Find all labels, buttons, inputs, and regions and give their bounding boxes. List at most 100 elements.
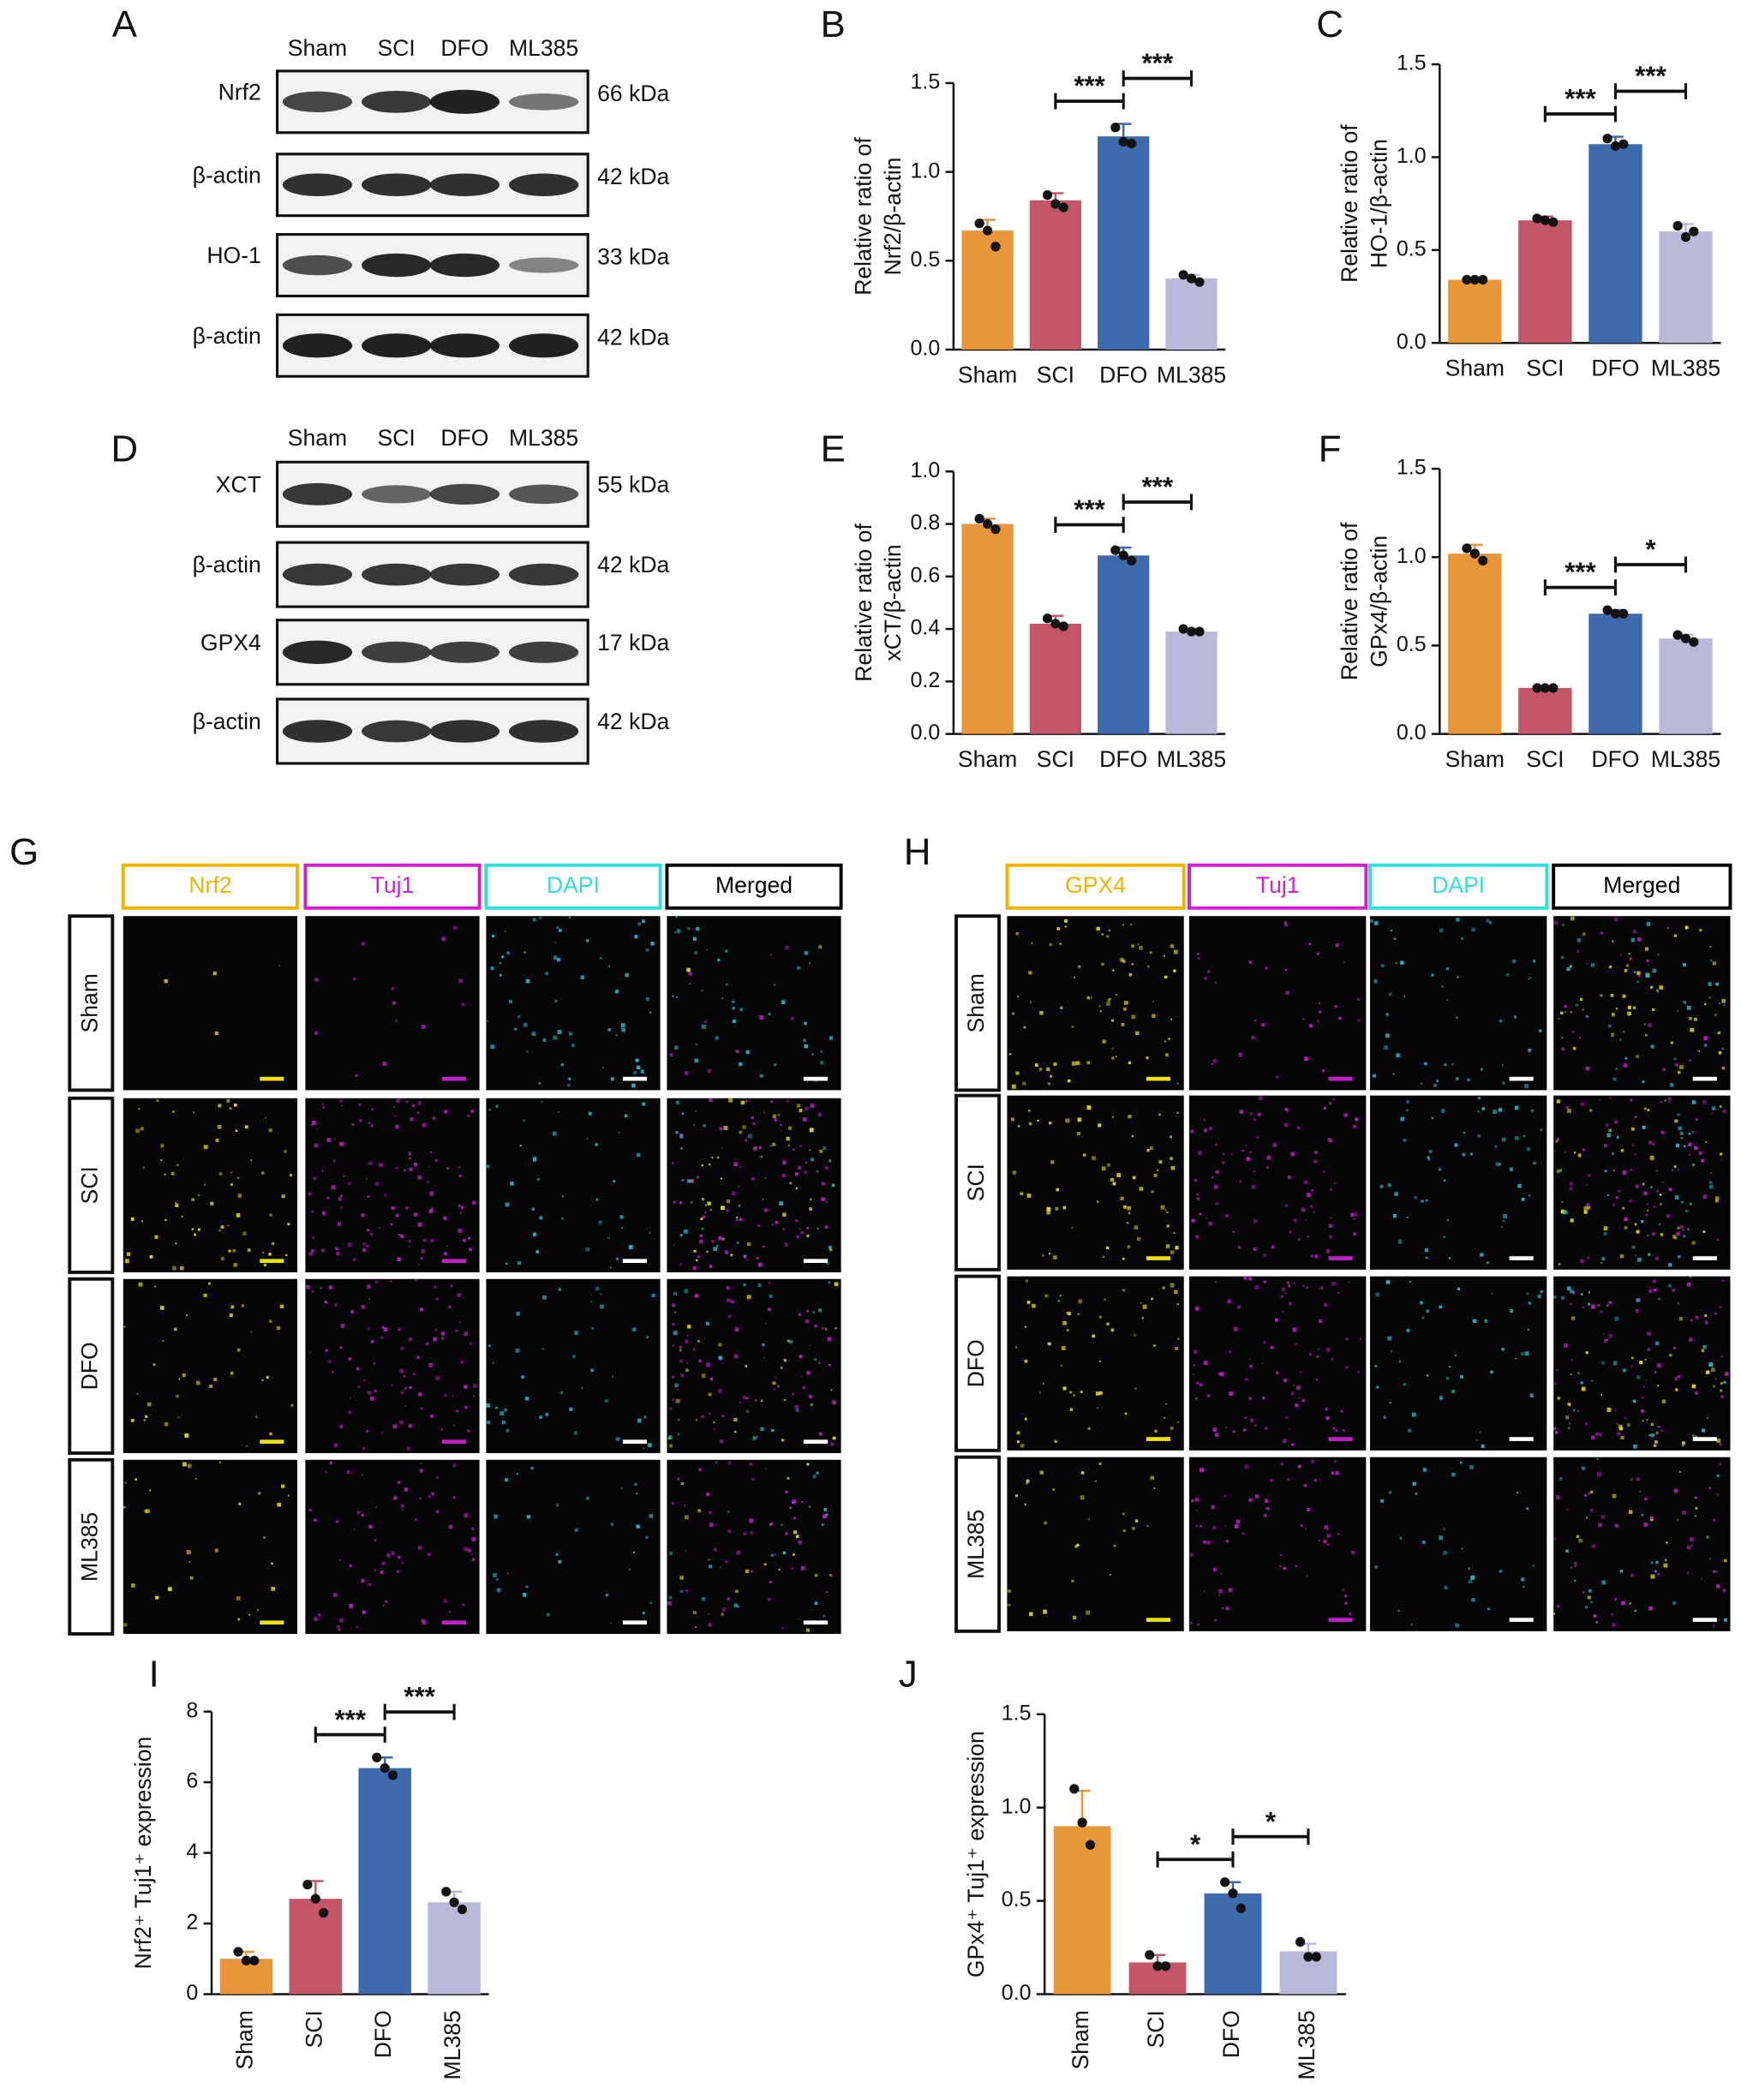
fluorescence-signal [408,1245,410,1247]
fluorescence-signal [218,1172,223,1176]
fluorescence-signal [339,1424,344,1429]
fluorescence-signal [1623,1063,1628,1068]
fluorescence-signal [1354,1212,1358,1217]
fluorescence-signal [793,1517,796,1520]
fluorescence-signal [692,1611,697,1615]
fluorescence-signal [782,1551,787,1555]
fluorescence-signal [1112,1048,1114,1050]
fluorescence-signal [739,1218,743,1222]
fluorescence-signal [1697,1050,1701,1053]
data-point [1220,1877,1230,1888]
fluorescence-signal [1052,1488,1055,1491]
fluorescence-signal [1212,1427,1218,1433]
fluorescence-signal [1553,1427,1557,1430]
fluorescence-signal [772,1114,776,1119]
fluorescence-signal [178,1378,181,1380]
fluorescence-signal [495,1578,499,1581]
fluorescence-signal [1337,1291,1340,1294]
fluorescence-signal [458,1166,461,1169]
fluorescence-signal [667,1600,672,1606]
scale-bar [803,1076,828,1081]
row-label: DFO [76,1342,102,1390]
fluorescence-signal [1409,1280,1412,1283]
fluorescence-signal [1633,1444,1637,1449]
fluorescence-signal [1662,1068,1666,1072]
data-point [1126,555,1137,566]
fluorescence-signal [1310,1253,1314,1258]
fluorescence-signal [786,1136,790,1141]
fluorescence-signal [715,1036,719,1040]
fluorescence-signal [804,951,809,955]
fluorescence-signal [704,1204,707,1206]
fluorescence-signal [1657,990,1660,993]
fluorescence-signal [1501,1348,1505,1351]
fluorescence-signal [1634,1153,1636,1156]
fluorescence-signal [1583,1210,1588,1214]
fluorescence-signal [1596,1471,1601,1476]
fluorescence-signal [1509,1167,1513,1171]
fluorescence-signal [417,1263,420,1265]
fluorescence-signal [355,1074,358,1077]
fluorescence-signal [725,1560,727,1564]
fluorescence-signal [808,962,811,965]
fluorescence-signal [400,1504,404,1508]
fluorescence-signal [1253,1170,1256,1173]
fluorescence-signal [336,1520,339,1523]
fluorescence-signal [518,1015,521,1019]
fluorescence-signal [378,1163,383,1168]
fluorescence-signal [1158,1160,1163,1164]
fluorescence-signal [1563,1343,1568,1348]
fluorescence-signal [423,1238,427,1242]
fluorescence-signal [709,1098,713,1103]
data-point [1672,221,1683,231]
fluorescence-signal [1254,1019,1257,1022]
fluorescence-signal [1128,972,1133,977]
fluorescence-signal [671,1501,674,1505]
data-point [302,1880,313,1890]
fluorescence-signal [800,1230,805,1235]
fluorescence-signal [431,1492,434,1496]
fluorescence-signal [1557,1604,1560,1608]
fluorescence-signal [1649,1155,1654,1160]
fluorescence-signal [1098,1360,1102,1363]
fluorescence-signal [186,1314,188,1317]
fluorescence-signal [1644,1497,1648,1501]
fluorescence-signal [1292,1327,1297,1332]
fluorescence-signal [1622,994,1626,998]
fluorescence-signal [732,1007,735,1010]
fluorescence-signal [752,1122,756,1125]
fluorescence-signal [1650,1561,1654,1565]
channel-header [1368,863,1549,910]
fluorescence-signal [1641,1514,1644,1517]
fluorescence-signal [635,1058,639,1062]
fluorescence-signal [1130,924,1132,925]
fluorescence-signal [176,1395,179,1398]
fluorescence-signal [1116,994,1118,996]
fluorescence-signal [1266,1166,1269,1169]
fluorescence-signal [1611,1013,1616,1017]
fluorescence-signal [192,1111,194,1114]
fluorescence-signal [1374,1565,1378,1569]
fluorescence-signal [1655,1560,1659,1564]
fluorescence-signal [1642,1080,1645,1084]
fluorescence-signal [458,978,463,984]
fluorescence-signal [180,1265,184,1271]
fluorescence-signal [1008,1589,1011,1593]
fluorescence-signal [1533,1161,1536,1165]
fluorescence-signal [399,1098,402,1100]
fluorescence-signal [168,1587,172,1591]
fluorescence-signal [1283,921,1287,924]
fluorescence-signal [600,1304,604,1309]
fluorescence-signal [1709,960,1713,962]
fluorescence-signal [1604,1170,1607,1173]
fluorescence-signal [1678,1470,1681,1473]
fluorescence-signal [1502,1081,1505,1085]
fluorescence-signal [793,1148,795,1152]
fluorescence-signal [1720,1306,1722,1308]
fluorescence-signal [351,1123,355,1127]
fluorescence-signal [1290,1391,1295,1396]
fluorescence-signal [1642,1125,1646,1129]
fluorescence-signal [538,1082,541,1085]
fluorescence-signal [1249,1151,1252,1153]
fluorescence-signal [829,1247,833,1252]
